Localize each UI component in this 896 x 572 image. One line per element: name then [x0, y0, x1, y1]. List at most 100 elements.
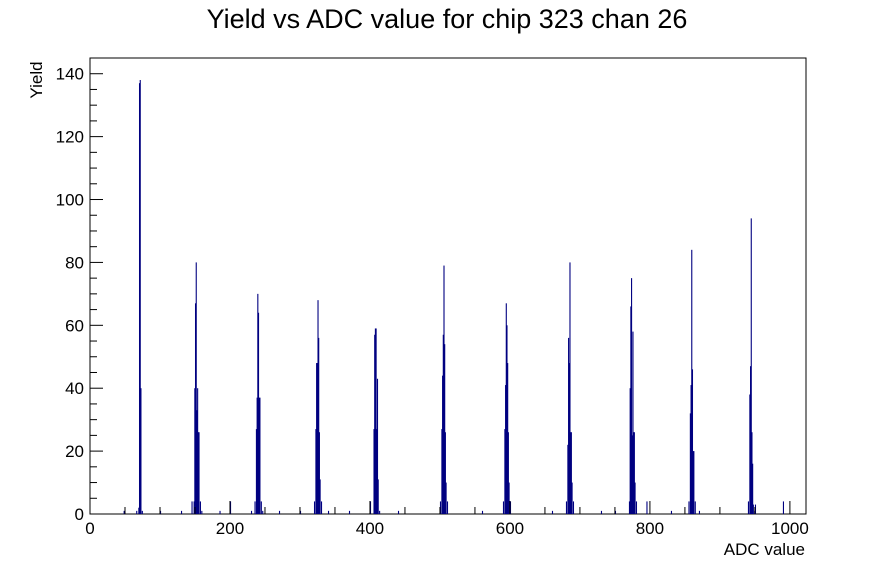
histogram-bin [688, 501, 690, 514]
histogram-bin [628, 501, 631, 514]
histogram-bin [315, 429, 317, 514]
histogram-bin [257, 312, 260, 514]
x-tick-label: 1000 [771, 519, 809, 538]
histogram-bin [692, 451, 694, 514]
histogram-bin [509, 501, 512, 514]
histogram-bin [299, 510, 302, 514]
histogram-bin [565, 501, 568, 514]
histogram-bin [369, 501, 372, 514]
histogram-bin [570, 432, 572, 514]
histogram-bin [197, 432, 199, 514]
histogram-bin [572, 501, 575, 514]
histogram-bin [634, 482, 636, 514]
histogram-bin [571, 482, 573, 514]
histogram-bin [646, 501, 648, 514]
histogram-bin [630, 306, 632, 514]
histogram-bin [505, 303, 507, 514]
histogram-bin [250, 510, 253, 514]
histogram-bin [635, 501, 638, 514]
histogram-bin [259, 397, 261, 514]
histogram-bin [569, 262, 571, 514]
histogram-bin [141, 510, 143, 514]
histogram-bin [446, 501, 449, 514]
histogram-bin [139, 80, 141, 514]
histogram-bin [319, 479, 321, 514]
y-tick-label: 40 [65, 379, 84, 398]
y-axis: 0 20 40 60 80 100 120 140 [56, 57, 103, 524]
histogram-bin [138, 83, 141, 514]
histogram-bin [752, 504, 754, 514]
histogram-bin [568, 337, 570, 514]
chart-title: Yield vs ADC value for chip 323 chan 26 [207, 4, 688, 34]
histogram-bin [633, 432, 635, 514]
histogram-bars [123, 80, 784, 514]
histogram-bin [504, 429, 506, 514]
histogram-bin [136, 510, 138, 514]
histogram-bin [751, 432, 753, 514]
histogram-bin [752, 463, 754, 514]
histogram-bin [159, 510, 162, 514]
histogram-bin [254, 501, 256, 514]
histogram-bin [374, 328, 376, 514]
histogram-bin [782, 501, 784, 514]
histogram-bin [633, 432, 635, 514]
histogram-bin [570, 432, 572, 514]
histogram-bin [374, 334, 376, 514]
histogram-bin [373, 429, 375, 514]
x-tick-label: 800 [636, 519, 664, 538]
histogram-bin [670, 510, 673, 514]
histogram-bin [568, 363, 570, 514]
histogram-bin [689, 413, 691, 514]
histogram-bin [255, 429, 257, 514]
x-tick-label: 200 [216, 519, 244, 538]
histogram-bin [229, 501, 232, 514]
histogram-bin [441, 429, 443, 514]
histogram-bin [698, 510, 701, 514]
histogram-bin [180, 510, 183, 514]
histogram-bin [195, 262, 197, 514]
histogram-bin [439, 501, 442, 514]
x-axis: 0 200 400 600 800 1000 [85, 501, 809, 538]
histogram-bin [502, 501, 505, 514]
y-tick-label: 60 [65, 316, 84, 335]
x-axis-label: ADC value [724, 540, 805, 559]
x-tick-label: 400 [356, 519, 384, 538]
histogram-bin [444, 432, 446, 514]
histogram-bin [199, 501, 201, 514]
histogram-bin [691, 369, 694, 514]
histogram-bin [313, 501, 316, 514]
y-tick-label: 80 [65, 253, 84, 272]
histogram-bin [750, 218, 752, 514]
histogram-bin [138, 507, 140, 514]
y-tick-label: 0 [75, 505, 84, 524]
histogram-bin [377, 479, 379, 514]
histogram-bin [690, 385, 692, 514]
histogram-bin [397, 510, 400, 514]
histogram-bin [375, 328, 377, 514]
histogram-bin [320, 501, 323, 514]
histogram-bin [632, 331, 634, 514]
histogram-bin [506, 325, 508, 514]
histogram-bin [318, 432, 320, 514]
histogram-bin [219, 510, 221, 514]
histogram-bin [256, 397, 258, 514]
histogram-bin [631, 435, 633, 514]
histogram-bin [508, 482, 510, 514]
histogram-bin [379, 510, 381, 514]
histogram-bin [258, 397, 260, 514]
histogram-bin [260, 501, 262, 514]
histogram-bin [193, 501, 195, 514]
histogram-bin [317, 300, 319, 514]
histogram-bin [614, 510, 617, 514]
histogram-bin [693, 451, 695, 514]
histogram-bin [750, 366, 752, 514]
histogram-bin [631, 278, 633, 514]
histogram-bin [201, 510, 203, 514]
histogram-bin [278, 510, 281, 514]
histogram-bin [481, 510, 484, 514]
histogram-bin [442, 334, 444, 514]
histogram-bin [442, 375, 444, 514]
histogram-bin [262, 510, 264, 514]
histogram-bin [327, 510, 330, 514]
